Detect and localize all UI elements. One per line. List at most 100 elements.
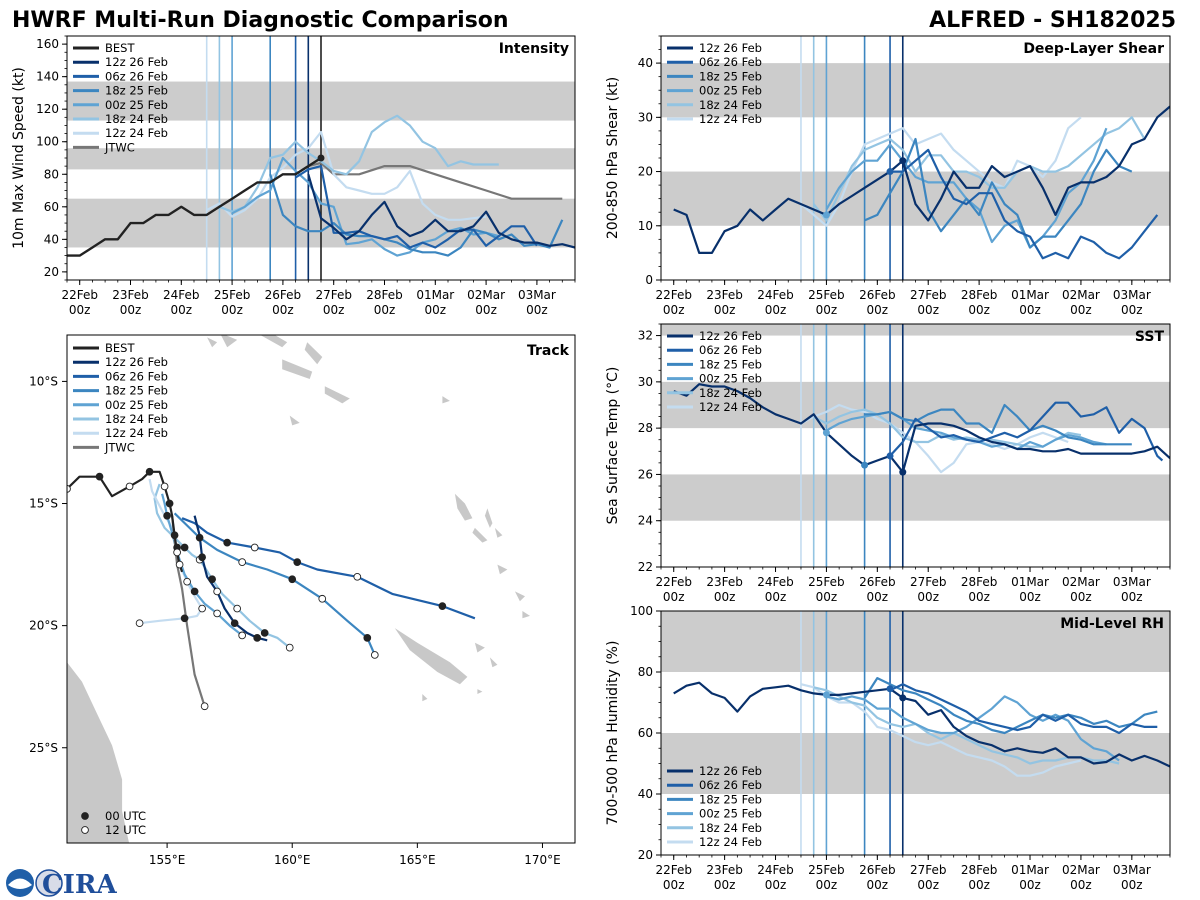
rh-ytick-label: 20 — [638, 848, 653, 862]
shear-series-06z-26-feb — [890, 148, 1159, 260]
intensity-series-jtwc — [295, 161, 563, 200]
land-mass — [282, 359, 313, 379]
rh-title: Mid-Level RH — [1060, 616, 1164, 632]
sst-legend-label-12z-26-feb: 12z 26 Feb — [699, 329, 762, 343]
rh-xtick-date: 24Feb — [757, 863, 794, 877]
track-best-fix — [67, 485, 71, 493]
land-mass — [472, 527, 488, 543]
intensity-xtick-hour: 00z — [425, 303, 447, 317]
track-18z-25-feb-fix — [238, 558, 247, 566]
sst-init-point — [861, 461, 869, 469]
shear-ytick-label: 40 — [638, 56, 653, 70]
rh-xtick-date: 26Feb — [859, 863, 896, 877]
track-marker-legend-label: 00 UTC — [105, 809, 146, 823]
sst-xtick-hour: 00z — [917, 590, 939, 604]
rh-xtick-hour: 00z — [714, 878, 736, 892]
track-12z-26-feb-fix — [230, 619, 239, 628]
shear-legend-label-00z-25-feb: 00z 25 Feb — [699, 84, 762, 98]
land-mass — [422, 694, 428, 702]
shear-legend-label-12z-26-feb: 12z 26 Feb — [699, 41, 762, 55]
rh-xtick-date: 22Feb — [655, 863, 692, 877]
sst-legend-label-06z-26-feb: 06z 26 Feb — [699, 343, 762, 357]
intensity-xtick-date: 28Feb — [366, 288, 403, 302]
track-18z-24-feb-fix — [208, 575, 216, 584]
land-mass — [442, 396, 450, 404]
intensity-title: Intensity — [499, 41, 569, 57]
rh-xtick-hour: 00z — [1019, 878, 1041, 892]
track-marker-legend-symbol — [81, 812, 89, 820]
sst-series-12z-26-feb — [673, 383, 1170, 474]
shear-legend-label-12z-24-feb: 12z 24 Feb — [699, 112, 762, 126]
shear-xtick-hour: 00z — [765, 303, 787, 317]
sst-panel: 22242628303222Feb00z23Feb00z24Feb00z25Fe… — [605, 323, 1171, 604]
noaa-wave-icon — [8, 878, 32, 889]
shear-band-1 — [661, 63, 1170, 118]
sst-ytick-label: 22 — [638, 560, 653, 574]
track-best-fix — [165, 499, 174, 508]
intensity-series-group — [67, 114, 575, 257]
sst-legend-label-18z-24-feb: 18z 24 Feb — [699, 386, 762, 400]
land-mass — [289, 415, 300, 426]
sst-xtick-hour: 00z — [1070, 590, 1092, 604]
sst-ytick-label: 28 — [638, 421, 653, 435]
intensity-series-00z-25-feb — [231, 156, 500, 257]
intensity-xtick-hour: 00z — [526, 303, 548, 317]
intensity-xtick-hour: 00z — [69, 303, 91, 317]
rh-init-point — [899, 694, 907, 702]
sst-xtick-hour: 00z — [1019, 590, 1041, 604]
track-00z-25-feb — [161, 493, 243, 637]
rh-ytick-label: 80 — [638, 665, 653, 679]
shear-series-12z-24-feb — [800, 116, 1082, 227]
intensity-xtick-hour: 00z — [120, 303, 142, 317]
track-18z-25-feb-fix — [363, 633, 372, 642]
intensity-xtick-date: 27Feb — [315, 288, 352, 302]
sst-series-06z-26-feb — [889, 401, 1164, 462]
track-18z-25-feb — [173, 512, 376, 656]
intensity-ytick-label: 40 — [44, 232, 59, 246]
rh-series-12z-26-feb — [673, 681, 1170, 768]
shear-title: Deep-Layer Shear — [1023, 41, 1164, 57]
sst-xtick-date: 25Feb — [808, 575, 845, 589]
track-best-fix — [125, 482, 134, 491]
land-mass — [67, 662, 130, 843]
intensity-xtick-date: 25Feb — [214, 288, 251, 302]
sst-xtick-date: 03Mar — [1113, 575, 1151, 589]
land-mass — [484, 508, 493, 528]
shear-xtick-hour: 00z — [1121, 303, 1143, 317]
rh-legend-label-06z-26-feb: 06z 26 Feb — [699, 778, 762, 792]
track-12z-26-feb-fix — [198, 553, 206, 562]
rh-ytick-label: 40 — [638, 787, 653, 801]
track-legend-label-12z-24-feb: 12z 24 Feb — [105, 426, 168, 440]
rh-xtick-hour: 00z — [917, 878, 939, 892]
intensity-xtick-date: 24Feb — [163, 288, 200, 302]
track-legend-label-18z-25-feb: 18z 25 Feb — [105, 384, 168, 398]
rh-legend-label-00z-25-feb: 00z 25 Feb — [699, 807, 762, 821]
shear-ylabel: 200-850 hPa Shear (kt) — [605, 77, 621, 239]
land-mass — [304, 342, 323, 365]
figure-title-right: ALFRED - SH182025 — [929, 8, 1176, 33]
sst-series-12z-24-feb — [800, 403, 1069, 474]
track-best-fix — [175, 560, 184, 569]
track-title: Track — [527, 343, 570, 359]
shear-ytick-label: 20 — [638, 165, 653, 179]
shear-ytick-label: 30 — [638, 110, 653, 124]
land-mass — [454, 493, 473, 521]
track-xtick-label: 165°E — [399, 853, 436, 867]
track-06z-26-feb-fix — [293, 558, 302, 566]
track-18z-25-feb-fix — [370, 651, 379, 659]
intensity-legend-label-00z-25-feb: 00z 25 Feb — [105, 98, 168, 112]
track-12z-24-feb-fix — [180, 614, 189, 623]
intensity-xtick-date: 22Feb — [61, 288, 98, 302]
intensity-xtick-hour: 00z — [272, 303, 294, 317]
intensity-xtick-hour: 00z — [374, 303, 396, 317]
sst-xtick-hour: 00z — [867, 590, 889, 604]
land-mass — [514, 591, 525, 602]
rh-series-group — [673, 676, 1170, 777]
sst-ytick-label: 30 — [638, 375, 653, 389]
logo-text: CIRA — [42, 870, 117, 900]
track-06z-26-feb-fix — [438, 602, 447, 610]
track-frame — [66, 334, 576, 844]
track-legend-label-best: BEST — [105, 341, 135, 355]
shear-xtick-hour: 00z — [867, 303, 889, 317]
intensity-legend-label-18z-25-feb: 18z 25 Feb — [105, 84, 168, 98]
